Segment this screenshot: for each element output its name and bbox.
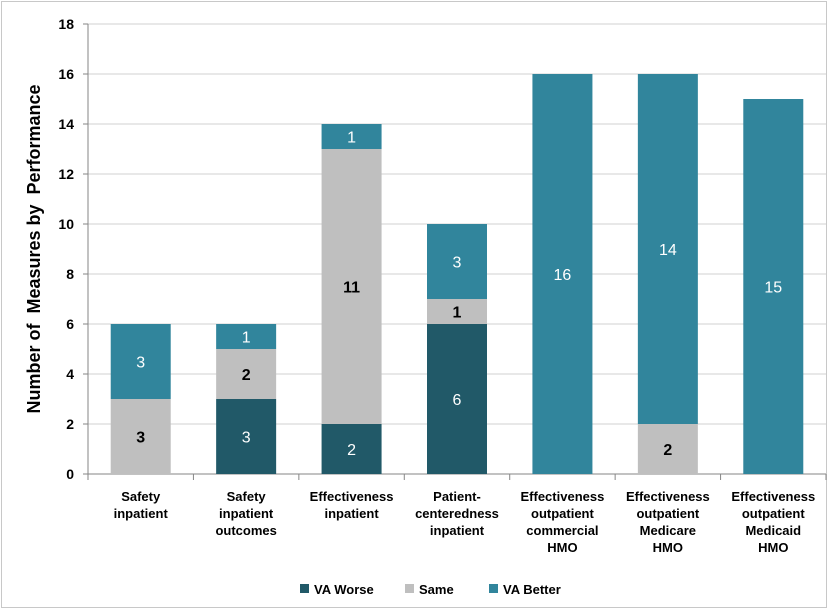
y-tick-label: 4 (66, 366, 74, 382)
x-category-label: HMO (547, 540, 577, 555)
data-label: 2 (242, 367, 251, 384)
x-category-label: inpatient (430, 523, 485, 538)
bar-segment (216, 349, 277, 399)
bar-segment (532, 74, 593, 474)
bar-segment (216, 324, 277, 349)
x-category-label: Patient- (433, 489, 481, 504)
x-category-label: inpatient (114, 506, 169, 521)
data-label: 1 (453, 305, 462, 322)
y-tick-label: 10 (58, 216, 74, 232)
bar-segment (637, 74, 698, 424)
x-category-label: inpatient (219, 506, 274, 521)
legend-label: Same (419, 582, 454, 597)
bar-segment (110, 324, 171, 399)
x-category-label: Safety (227, 489, 267, 504)
x-category-label: inpatient (324, 506, 379, 521)
y-tick-label: 0 (66, 466, 74, 482)
y-tick-label: 18 (58, 16, 74, 32)
x-category-label: centeredness (415, 506, 499, 521)
y-tick-label: 14 (58, 116, 74, 132)
data-label: 1 (242, 330, 251, 347)
legend-label: VA Worse (314, 582, 374, 597)
data-label: 3 (136, 430, 145, 447)
bar-segment (427, 224, 487, 299)
x-category-label: Medicare (640, 523, 696, 538)
legend-label: VA Better (503, 582, 561, 597)
bar-segment (110, 399, 171, 474)
data-label: 11 (343, 280, 360, 297)
x-category-label: Effectiveness (521, 489, 605, 504)
y-tick-label: 12 (58, 166, 74, 182)
bar-segment (321, 124, 382, 149)
y-axis-title: Number of Measures by Performance (24, 84, 44, 413)
x-category-label: outpatient (531, 506, 594, 521)
data-label: 3 (136, 355, 145, 372)
x-category-label: HMO (653, 540, 683, 555)
data-label: 3 (453, 255, 462, 272)
data-label: 6 (453, 392, 462, 409)
data-label: 3 (242, 430, 251, 447)
bar-segment (321, 424, 382, 474)
data-label: 2 (663, 442, 672, 459)
y-tick-label: 8 (66, 266, 74, 282)
y-tick-label: 2 (66, 416, 74, 432)
x-category-label: Medicaid (745, 523, 801, 538)
data-label: 15 (764, 280, 782, 297)
data-label: 2 (347, 442, 356, 459)
x-category-label: HMO (758, 540, 788, 555)
data-label: 14 (659, 242, 677, 259)
x-category-label: outcomes (215, 523, 276, 538)
bar-segment (321, 149, 382, 424)
data-label: 16 (554, 267, 572, 284)
x-category-label: Effectiveness (731, 489, 815, 504)
y-tick-label: 16 (58, 66, 74, 82)
bar-segment (427, 324, 487, 474)
x-category-label: outpatient (742, 506, 805, 521)
legend-swatch (405, 584, 414, 593)
bar-segment (216, 399, 277, 474)
data-label: 1 (347, 130, 356, 147)
x-category-label: Safety (121, 489, 161, 504)
legend-swatch (300, 584, 309, 593)
bar-segment (427, 299, 487, 324)
bar-segment (637, 424, 698, 474)
x-category-label: Effectiveness (310, 489, 394, 504)
bar-segment (743, 99, 804, 474)
y-tick-label: 6 (66, 316, 74, 332)
x-category-label: Effectiveness (626, 489, 710, 504)
legend-swatch (489, 584, 498, 593)
x-category-label: outpatient (636, 506, 699, 521)
x-category-label: commercial (526, 523, 598, 538)
